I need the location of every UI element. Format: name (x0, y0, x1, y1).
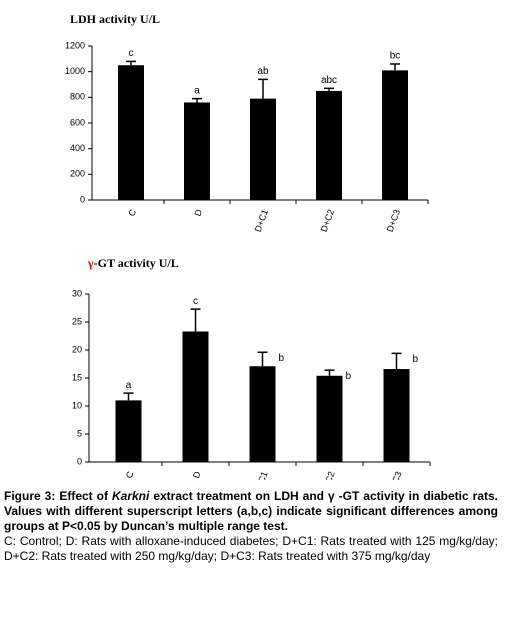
x-tick-label: C (126, 208, 138, 218)
chart-title: γ-GT activity U/L (88, 256, 179, 270)
x-tick-label: D+C2 (319, 470, 336, 480)
y-tick-label: 1200 (65, 40, 85, 50)
y-tick-label: 0 (77, 456, 82, 466)
annotation: c (193, 296, 198, 307)
caption-text: Figure 3: Effect of (4, 489, 112, 503)
annotation: c (129, 48, 134, 59)
bar (316, 90, 342, 200)
bar (316, 375, 343, 462)
y-tick-label: 1000 (65, 66, 85, 76)
annotation: b (413, 354, 419, 365)
caption-italic: Karkni (111, 489, 150, 503)
x-tick-label: D+C2 (319, 208, 336, 233)
y-tick-label: 30 (72, 288, 82, 298)
charts: 020040060080010001200CcDaD+C1abD+C2abcD+… (65, 40, 431, 480)
annotation: a (126, 380, 132, 391)
annotation: b (279, 353, 285, 364)
bar (118, 65, 144, 200)
x-tick-label: D (192, 208, 204, 218)
annotation: bc (390, 51, 401, 62)
x-tick-label: D+C1 (253, 208, 270, 233)
x-tick-label: C (124, 470, 136, 480)
bar (249, 366, 276, 462)
y-tick-label: 20 (72, 344, 82, 354)
bar (184, 102, 210, 200)
annotation: a (194, 85, 200, 96)
annotation: ab (257, 66, 269, 77)
y-tick-label: 400 (70, 143, 85, 153)
x-tick-label: D (191, 470, 203, 480)
y-tick-label: 200 (70, 169, 85, 179)
caption-note: C: Control; D: Rats with alloxane-induce… (4, 534, 498, 563)
caption-title: Figure 3: Effect of Karkni extract treat… (4, 489, 498, 534)
x-tick-label: D+C3 (386, 470, 403, 480)
y-tick-label: 10 (72, 400, 82, 410)
x-tick-label: D+C3 (385, 208, 402, 233)
y-tick-label: 600 (70, 117, 85, 127)
caption-text: extract treatment on LDH and γ -GT activ… (4, 489, 498, 533)
bar (383, 369, 410, 462)
annotation: abc (321, 75, 337, 86)
y-tick-label: 25 (72, 316, 82, 326)
bar (115, 400, 142, 462)
caption: Figure 3: Effect of Karkni extract treat… (4, 489, 498, 564)
chart-title: LDH activity U/L (70, 12, 160, 26)
y-tick-label: 0 (80, 194, 85, 204)
x-tick-label: D+C1 (252, 470, 269, 480)
y-tick-label: 5 (77, 428, 82, 438)
bar (182, 331, 209, 462)
y-tick-label: 15 (72, 372, 82, 382)
annotation: b (346, 371, 352, 382)
y-tick-label: 800 (70, 92, 85, 102)
bar (382, 70, 408, 200)
bar (250, 98, 276, 200)
